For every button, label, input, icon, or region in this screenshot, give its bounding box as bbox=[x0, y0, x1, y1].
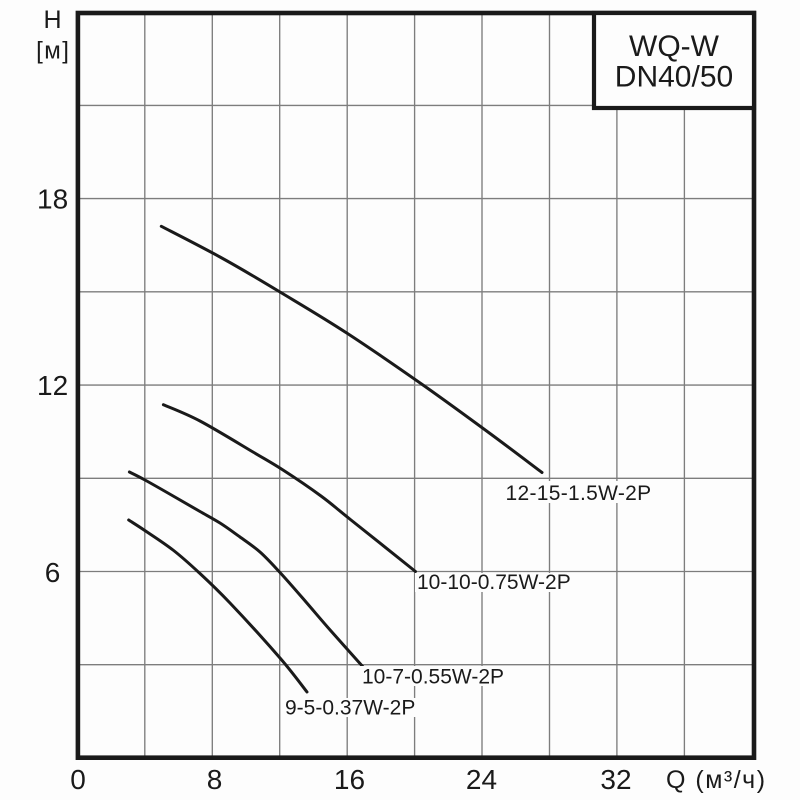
svg-text:[м]: [м] bbox=[36, 37, 70, 64]
svg-text:8: 8 bbox=[207, 764, 223, 795]
svg-text:6: 6 bbox=[45, 557, 61, 588]
svg-text:24: 24 bbox=[466, 764, 497, 795]
svg-text:10-10-0.75W-2P: 10-10-0.75W-2P bbox=[417, 571, 571, 594]
svg-text:9-5-0.37W-2P: 9-5-0.37W-2P bbox=[285, 697, 415, 720]
svg-text:WQ-W: WQ-W bbox=[629, 30, 720, 63]
svg-text:10-7-0.55W-2P: 10-7-0.55W-2P bbox=[362, 666, 504, 689]
svg-text:16: 16 bbox=[334, 764, 365, 795]
svg-text:18: 18 bbox=[37, 184, 68, 215]
svg-text:Q (м³/ч): Q (м³/ч) bbox=[666, 766, 767, 794]
svg-text:DN40/50: DN40/50 bbox=[615, 61, 733, 94]
svg-text:32: 32 bbox=[600, 764, 631, 795]
svg-text:12: 12 bbox=[37, 370, 68, 401]
svg-text:0: 0 bbox=[70, 764, 86, 795]
svg-text:12-15-1.5W-2P: 12-15-1.5W-2P bbox=[506, 482, 652, 505]
svg-text:H: H bbox=[43, 6, 61, 34]
